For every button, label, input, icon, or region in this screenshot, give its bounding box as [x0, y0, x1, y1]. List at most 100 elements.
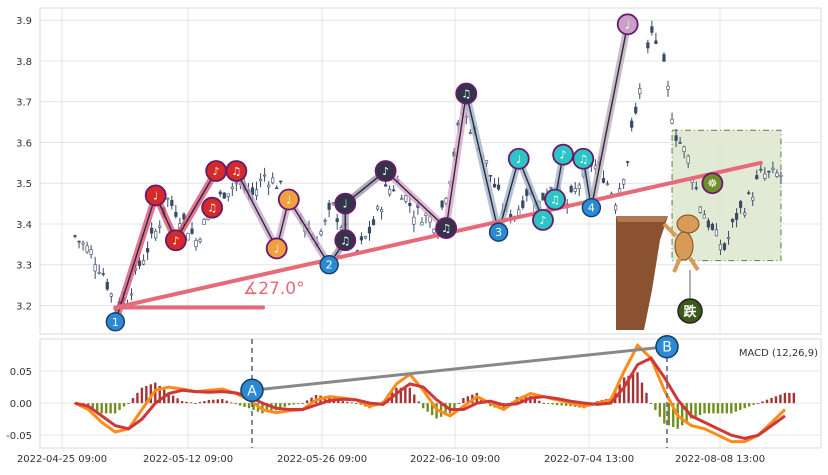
- wave-segment: [590, 24, 629, 208]
- macd-histogram-bar: [225, 400, 228, 404]
- price-y-tick: 3.8: [16, 57, 32, 68]
- macd-histogram-bar: [663, 403, 666, 424]
- macd-histogram-bar: [96, 403, 99, 412]
- candle-body: [613, 204, 618, 211]
- sticker-badge: [677, 298, 703, 324]
- wave-note-glyph: ♪: [172, 234, 179, 247]
- macd-histogram-bar: [551, 403, 554, 405]
- wave-note-glyph: ♩: [274, 242, 279, 255]
- candle-body: [702, 214, 706, 219]
- wave-note-glyph: ♫: [207, 202, 217, 215]
- wave-segment: [385, 170, 447, 229]
- candle-body: [767, 170, 771, 173]
- sticker-label: 跌: [683, 304, 697, 320]
- macd-histogram-bar: [462, 397, 465, 404]
- divergence-b-marker: [655, 334, 679, 359]
- macd-histogram-bar: [145, 386, 148, 404]
- candle-body: [496, 184, 501, 190]
- divergence-b-label: B: [662, 340, 672, 356]
- x-tick-label: 2022-07-04 13:00: [544, 454, 634, 465]
- wave-note-marker: [572, 147, 595, 170]
- candle-body: [146, 248, 150, 253]
- wave-segment: [175, 170, 217, 241]
- candle-body: [267, 184, 271, 188]
- candle-body: [605, 183, 610, 186]
- macd-histogram-bar: [279, 403, 282, 409]
- wave-note-glyph: ♪: [213, 165, 220, 178]
- candle-body: [93, 264, 97, 272]
- macd-histogram-bar: [453, 403, 456, 409]
- wave-number-marker: [488, 222, 509, 242]
- candle-body: [129, 293, 134, 296]
- macd-histogram-bar: [538, 400, 541, 404]
- macd-histogram-bar: [689, 403, 693, 419]
- candle-body: [747, 192, 751, 194]
- candle-body: [686, 155, 690, 164]
- wave-note-marker: [201, 196, 224, 219]
- macd-histogram-bar: [779, 394, 782, 404]
- macd-histogram-bar: [221, 399, 224, 404]
- wave-note-marker: [701, 172, 724, 195]
- wave-note-glyph: ♪: [539, 214, 546, 227]
- x-tick-label: 2022-04-25 09:00: [17, 454, 107, 465]
- divergence-a-marker: [240, 378, 264, 403]
- wave-note-glyph: ♩: [343, 198, 348, 211]
- candle-body: [363, 236, 368, 239]
- candle-body: [222, 192, 226, 199]
- wave-note-glyph: ♫: [340, 234, 350, 247]
- wave-note-glyph: ☸: [707, 177, 717, 190]
- wave-note-marker: [544, 188, 566, 211]
- candle-body: [258, 179, 263, 182]
- candle-body: [186, 233, 190, 241]
- macd-histogram-bar: [622, 377, 626, 404]
- macd-histogram-bar: [457, 403, 461, 404]
- macd-histogram-bar: [189, 402, 193, 404]
- candle-body: [638, 88, 642, 95]
- candle-body: [371, 219, 376, 226]
- wave-note-glyph: ♩: [286, 194, 291, 207]
- macd-histogram-bar: [194, 403, 197, 404]
- candle-body: [101, 273, 105, 275]
- wave-note-marker: [455, 82, 478, 105]
- macd-histogram-bar: [185, 401, 188, 404]
- candle-body: [77, 240, 81, 243]
- candle-body: [379, 209, 384, 212]
- candle-body: [670, 118, 674, 124]
- macd-histogram-bar: [167, 392, 170, 404]
- candle-body: [367, 226, 372, 234]
- candle-body: [626, 161, 630, 163]
- macd-histogram-bar: [712, 403, 715, 414]
- macd-histogram-bar: [265, 403, 269, 413]
- macd-histogram-bar: [569, 403, 572, 407]
- macd-histogram-bar: [631, 374, 635, 404]
- macd-histogram-bar: [716, 403, 720, 414]
- candle-body: [327, 202, 331, 210]
- candle-body: [234, 182, 238, 185]
- macd-histogram-bar: [761, 401, 764, 404]
- macd-histogram-bar: [788, 392, 791, 404]
- wave-note-marker: [334, 229, 357, 252]
- candle-body: [323, 219, 327, 222]
- candle-body: [158, 225, 162, 228]
- candle-body: [525, 188, 529, 196]
- macd-histogram-bar: [136, 392, 139, 404]
- candle-body: [763, 173, 767, 179]
- candle-body: [468, 132, 472, 134]
- macd-histogram-bar: [171, 395, 175, 404]
- macd-histogram-bar: [301, 403, 304, 404]
- wave-note-glyph: ♪: [382, 165, 389, 178]
- candle-body: [682, 146, 686, 152]
- macd-y-tick: -0.05: [6, 431, 32, 442]
- candle-body: [174, 212, 178, 217]
- wave-segment: [465, 93, 500, 233]
- macd-histogram-bar: [520, 396, 523, 404]
- wave-number-label: 4: [588, 202, 595, 215]
- candle-body: [404, 195, 408, 202]
- macd-histogram-bar: [765, 399, 769, 404]
- macd-y-tick: 0.05: [10, 367, 32, 378]
- wave-segment: [235, 170, 278, 249]
- candle-body: [97, 271, 101, 274]
- price-y-tick: 3.9: [16, 16, 32, 27]
- divergence-line: [251, 345, 668, 392]
- candle-body: [154, 230, 158, 239]
